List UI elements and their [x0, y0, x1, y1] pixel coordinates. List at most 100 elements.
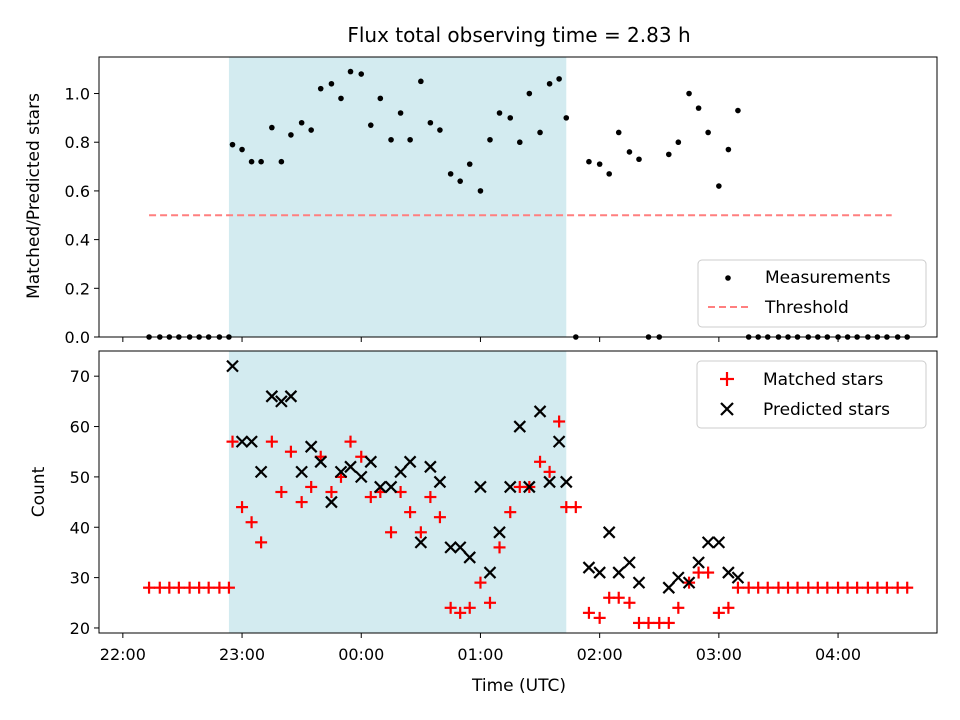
predicted-star-point [692, 556, 705, 569]
y-tick-label: 70 [70, 367, 90, 386]
measurement-point [427, 119, 434, 126]
measurement-point [626, 149, 633, 155]
predicted-star-point [582, 561, 596, 574]
predicted-star-point [344, 460, 357, 474]
matched-star-point [424, 491, 437, 504]
measurement-point [546, 80, 553, 87]
y-tick-label: 0.2 [65, 279, 90, 298]
predicted-star-point [474, 480, 487, 494]
x-tick-label: 01:00 [457, 645, 503, 664]
measurement-point [388, 136, 394, 143]
x-axis-label: Time (UTC) [471, 676, 566, 696]
y-tick-label: 30 [70, 569, 90, 588]
matched-star-point [245, 516, 258, 529]
legend-predicted-marker [720, 402, 734, 416]
measurement-point [725, 146, 732, 153]
measurement-point [377, 95, 384, 102]
matched-star-point [295, 496, 308, 509]
predicted-star-point [662, 581, 676, 594]
matched-star-point [385, 526, 398, 539]
predicted-star-point [403, 455, 417, 469]
bottom-x-ticks: 22:00 23:00 00:00 01:00 02:00 03:00 04:00 [100, 633, 861, 664]
predicted-star-point [245, 435, 258, 448]
measurement-point [447, 171, 454, 177]
matched-star-point [364, 491, 377, 504]
bottom-axes-frame [98, 350, 938, 634]
predicted-star-point [483, 566, 497, 579]
predicted-star-point [265, 390, 279, 403]
x-tick-label: 04:00 [815, 645, 861, 664]
legend-measurements-label: Measurements [765, 268, 891, 288]
measurement-point [367, 122, 374, 128]
y-tick-label: 60 [70, 418, 90, 437]
matched-star-point [483, 596, 496, 609]
predicted-star-point [414, 536, 428, 549]
matched-star-point [731, 581, 744, 594]
matched-star-point [612, 591, 625, 604]
predicted-star-point [712, 536, 726, 549]
measurement-point [586, 158, 592, 165]
measurement-point [457, 178, 463, 184]
top-axes-frame [98, 56, 938, 338]
matched-star-point [344, 435, 357, 448]
predicted-star-point [523, 480, 536, 494]
matched-star-point [305, 480, 318, 493]
measurement-point [606, 171, 612, 177]
measurement-point [328, 80, 335, 87]
measurement-point [516, 139, 523, 146]
predicted-star-point [503, 480, 517, 494]
measurement-point [686, 90, 692, 97]
predicted-star-point [493, 526, 506, 539]
matched-star-point [284, 445, 297, 458]
matched-star-point [722, 601, 735, 614]
measurement-point [308, 127, 314, 133]
measurement-point [507, 115, 514, 121]
matched-star-point [672, 601, 685, 614]
measurement-point [563, 115, 570, 121]
matched-star-point [880, 581, 893, 594]
top-y-axis-label: Matched/Predicted stars [24, 93, 44, 299]
measurement-point [537, 129, 543, 136]
predicted-star-point [602, 526, 616, 539]
legend-matched-marker [720, 372, 734, 386]
measurement-point [716, 183, 722, 189]
matched-star-point [901, 581, 914, 594]
x-tick-label: 00:00 [338, 645, 384, 664]
matched-star-point [202, 581, 215, 594]
measurement-point [347, 68, 354, 75]
matched-star-point [534, 455, 547, 468]
predicted-star-point [533, 405, 547, 418]
measurement-point [496, 110, 503, 116]
x-tick-label: 22:00 [100, 645, 146, 664]
predicted-star-point [334, 465, 348, 479]
predicted-star-point [701, 536, 715, 549]
predicted-star-point [632, 576, 646, 589]
measurement-point [397, 110, 404, 116]
measurement-point [477, 188, 484, 194]
matched-star-point [791, 581, 804, 594]
measurement-point [229, 141, 236, 148]
measurement-point [466, 161, 473, 167]
predicted-star-point [444, 541, 457, 554]
predicted-star-point [284, 390, 298, 403]
matched-star-point [712, 606, 725, 619]
matched-star-point [504, 506, 517, 519]
measurement-point [437, 127, 443, 133]
predicted-star-point [226, 359, 239, 373]
measurement-point [735, 107, 741, 114]
top-legend: Measurements Threshold [697, 259, 927, 328]
predicted-star-point [593, 566, 606, 579]
measurement-point [269, 124, 275, 131]
predicted-star-point [394, 465, 407, 479]
matched-star-point [255, 536, 268, 549]
predicted-star-point [672, 571, 685, 584]
predicted-star-point [354, 470, 368, 484]
predicted-star-point [543, 475, 556, 489]
matched-star-point [433, 511, 446, 524]
measurement-point [487, 136, 493, 143]
matched-star-point [623, 596, 636, 609]
predicted-star-point [374, 480, 387, 494]
matched-star-point [404, 506, 417, 519]
matched-star-point [172, 581, 185, 594]
